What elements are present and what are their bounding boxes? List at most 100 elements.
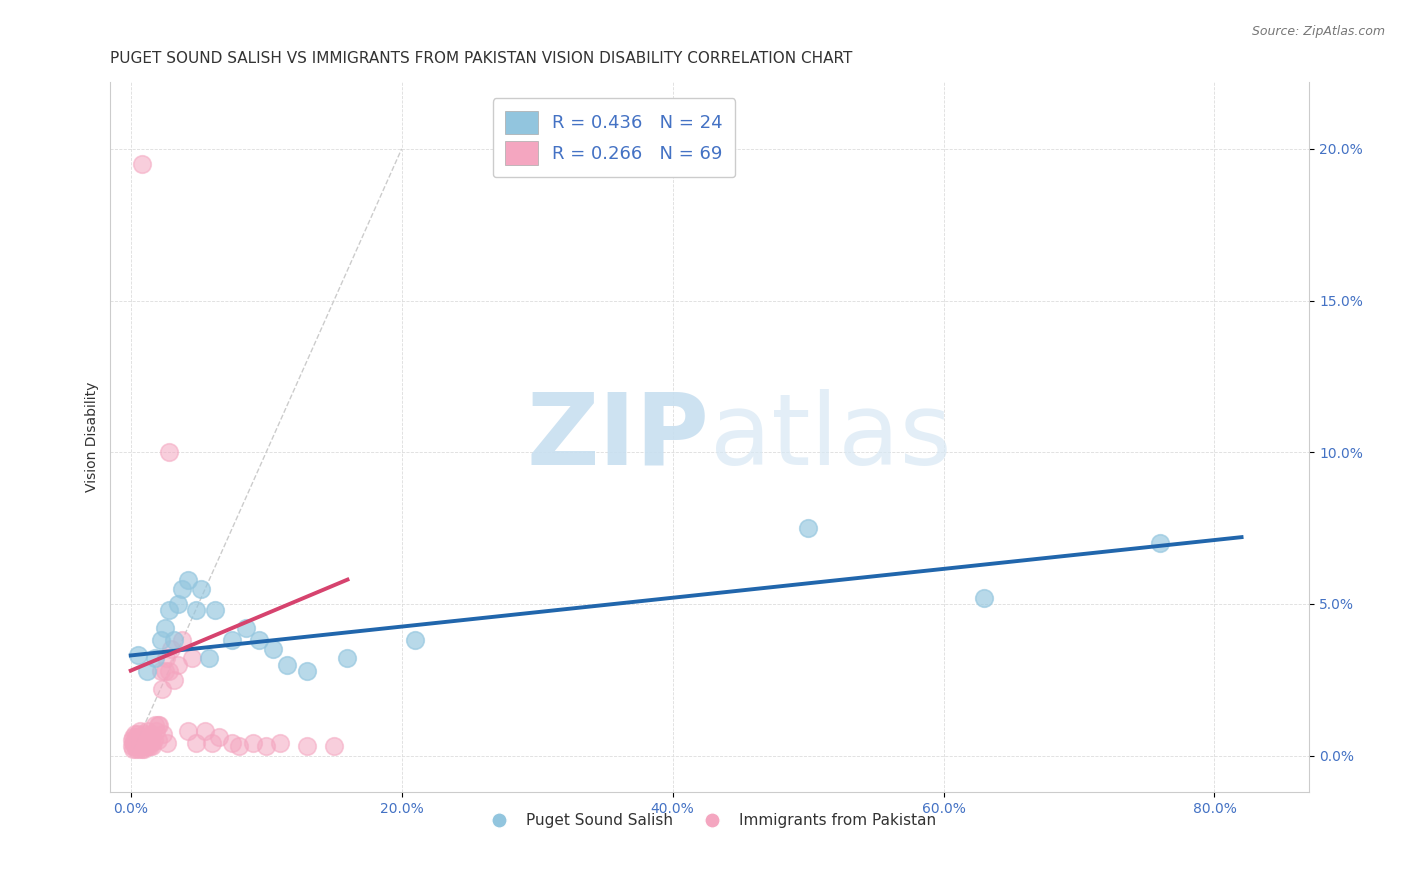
Point [323,739,346,754]
Point [131,731,153,745]
Point [124,733,146,747]
Point [149,664,172,678]
Point [242,736,264,750]
Y-axis label: Vision Disability: Vision Disability [86,382,100,492]
Point [121,739,143,754]
Text: PUGET SOUND SALISH VS IMMIGRANTS FROM PAKISTAN VISION DISABILITY CORRELATION CHA: PUGET SOUND SALISH VS IMMIGRANTS FROM PA… [111,51,853,66]
Point [262,642,284,657]
Text: atlas: atlas [710,389,952,485]
Point [124,727,146,741]
Text: Source: ZipAtlas.com: Source: ZipAtlas.com [1251,25,1385,38]
Point [404,633,426,648]
Point [204,603,226,617]
Point [134,727,156,741]
Point [136,724,159,739]
Point [190,582,212,596]
Point [127,733,149,747]
Point [163,633,186,648]
Point [127,648,149,663]
Point [138,731,160,745]
Point [163,673,186,687]
Point [176,724,198,739]
Point [157,603,180,617]
Point [125,736,148,750]
Point [127,739,149,754]
Point [138,739,160,754]
Point [132,733,155,747]
Point [131,742,153,756]
Point [125,742,148,756]
Point [135,733,157,747]
Point [131,736,153,750]
Point [128,742,150,756]
Point [153,664,176,678]
Point [973,591,995,605]
Point [124,739,146,754]
Point [167,597,190,611]
Legend: Puget Sound Salish, Immigrants from Pakistan: Puget Sound Salish, Immigrants from Paki… [478,806,942,834]
Point [129,733,152,747]
Point [176,573,198,587]
Point [150,681,173,696]
Point [128,736,150,750]
Point [295,664,318,678]
Point [249,633,271,648]
Point [157,445,180,459]
Point [132,739,155,754]
Point [153,621,176,635]
Point [143,718,166,732]
Point [221,736,243,750]
Point [138,739,160,754]
Point [143,651,166,665]
Point [129,724,152,739]
Point [228,739,250,754]
Point [136,736,159,750]
Point [146,733,169,747]
Point [160,642,183,657]
Point [148,718,170,732]
Point [1149,536,1171,550]
Point [254,739,277,754]
Point [208,731,231,745]
Point [157,664,180,678]
Point [139,736,162,750]
Text: ZIP: ZIP [527,389,710,485]
Point [221,633,243,648]
Point [194,724,217,739]
Point [155,651,177,665]
Point [797,521,820,535]
Point [134,742,156,756]
Point [167,657,190,672]
Point [152,727,174,741]
Point [122,736,145,750]
Point [131,157,153,171]
Point [139,727,162,741]
Point [201,736,224,750]
Point [180,651,202,665]
Point [135,739,157,754]
Point [269,736,291,750]
Point [142,733,165,747]
Point [125,731,148,745]
Point [184,603,207,617]
Point [129,739,152,754]
Point [156,736,179,750]
Point [295,739,318,754]
Point [128,731,150,745]
Point [141,731,163,745]
Point [122,731,145,745]
Point [235,621,257,635]
Point [141,739,163,754]
Point [276,657,298,672]
Point [138,733,160,747]
Point [149,633,172,648]
Point [172,582,194,596]
Point [184,736,207,750]
Point [127,727,149,741]
Point [172,633,194,648]
Point [136,664,159,678]
Point [121,733,143,747]
Point [336,651,359,665]
Point [122,742,145,756]
Point [146,718,169,732]
